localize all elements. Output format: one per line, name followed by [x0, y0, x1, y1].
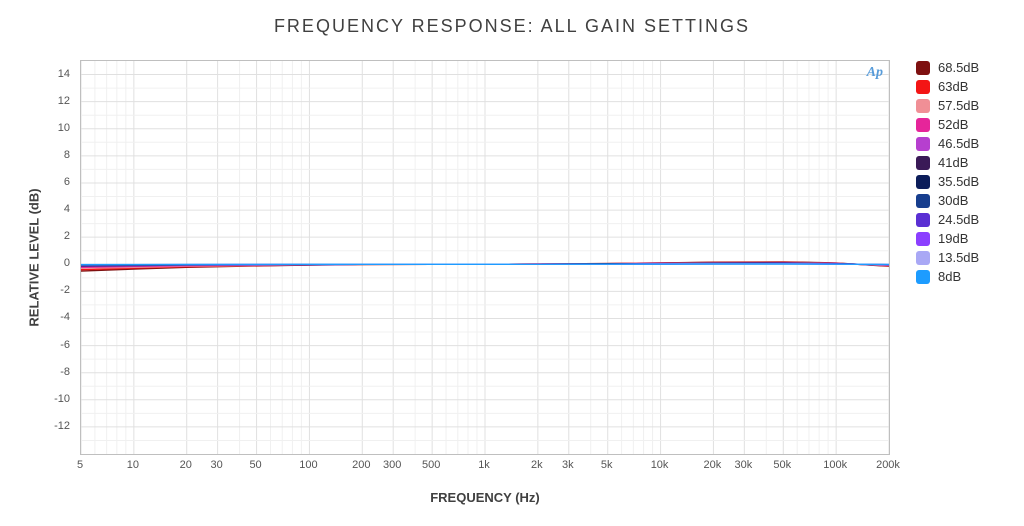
legend-swatch	[916, 213, 930, 227]
legend-swatch	[916, 156, 930, 170]
legend-label: 19dB	[938, 231, 968, 246]
y-axis-label: RELATIVE LEVEL (dB)	[27, 188, 42, 326]
y-axis-ticks: -12-10-8-6-4-202468101214	[52, 60, 76, 455]
y-tick-label: 10	[40, 122, 70, 134]
legend-item: 68.5dB	[916, 60, 1002, 75]
legend-label: 24.5dB	[938, 212, 979, 227]
legend-label: 52dB	[938, 117, 968, 132]
legend-label: 30dB	[938, 193, 968, 208]
y-tick-label: -10	[40, 393, 70, 405]
legend-swatch	[916, 118, 930, 132]
y-axis-label-container: RELATIVE LEVEL (dB)	[24, 60, 44, 455]
x-tick-label: 20	[180, 459, 192, 471]
legend-label: 13.5dB	[938, 250, 979, 265]
legend-swatch	[916, 251, 930, 265]
x-tick-label: 100k	[823, 459, 847, 471]
x-axis-ticks: 5 10 20 30 50 100 200 300 500 1k 2k 3k 5k 10k 20k 30k 50…	[80, 455, 890, 475]
legend-swatch	[916, 80, 930, 94]
y-tick-label: -12	[40, 420, 70, 432]
y-tick-label: -8	[40, 366, 70, 378]
legend-item: 35.5dB	[916, 174, 1002, 189]
legend-label: 63dB	[938, 79, 968, 94]
watermark: Ap	[867, 65, 883, 81]
series-line	[81, 264, 889, 265]
legend-label: 57.5dB	[938, 98, 979, 113]
x-tick-label: 2k	[531, 459, 543, 471]
legend-label: 68.5dB	[938, 60, 979, 75]
y-tick-label: 0	[40, 257, 70, 269]
y-tick-label: 8	[40, 149, 70, 161]
legend-item: 8dB	[916, 269, 1002, 284]
x-tick-label: 10	[127, 459, 139, 471]
y-tick-label: 4	[40, 203, 70, 215]
legend-swatch	[916, 270, 930, 284]
legend-swatch	[916, 137, 930, 151]
legend-swatch	[916, 232, 930, 246]
y-tick-label: 14	[40, 68, 70, 80]
legend-swatch	[916, 61, 930, 75]
y-tick-label: 2	[40, 230, 70, 242]
x-tick-label: 200k	[876, 459, 900, 471]
chart-title: FREQUENCY RESPONSE: ALL GAIN SETTINGS	[0, 16, 1024, 37]
y-tick-label: -2	[40, 284, 70, 296]
legend-item: 24.5dB	[916, 212, 1002, 227]
y-tick-label: -4	[40, 311, 70, 323]
legend-swatch	[916, 99, 930, 113]
x-tick-label: 10k	[651, 459, 669, 471]
x-tick-label: 100	[299, 459, 317, 471]
y-tick-label: 6	[40, 176, 70, 188]
legend-item: 41dB	[916, 155, 1002, 170]
legend-label: 35.5dB	[938, 174, 979, 189]
legend-item: 13.5dB	[916, 250, 1002, 265]
x-tick-label: 50	[249, 459, 261, 471]
x-tick-label: 50k	[773, 459, 791, 471]
legend-item: 63dB	[916, 79, 1002, 94]
x-tick-label: 5k	[601, 459, 613, 471]
plot-area: Ap	[80, 60, 890, 455]
y-tick-label: -6	[40, 339, 70, 351]
legend-swatch	[916, 194, 930, 208]
x-tick-label: 1k	[478, 459, 490, 471]
legend-item: 19dB	[916, 231, 1002, 246]
chart-svg	[81, 61, 889, 454]
legend-label: 8dB	[938, 269, 961, 284]
legend: 68.5dB 63dB 57.5dB 52dB 46.5dB 41dB 35.5dB 30dB…	[916, 60, 1002, 288]
legend-item: 46.5dB	[916, 136, 1002, 151]
x-tick-label: 20k	[704, 459, 722, 471]
legend-item: 57.5dB	[916, 98, 1002, 113]
x-tick-label: 5	[77, 459, 83, 471]
y-tick-label: 12	[40, 95, 70, 107]
x-tick-label: 300	[383, 459, 401, 471]
x-tick-label: 30k	[734, 459, 752, 471]
legend-swatch	[916, 175, 930, 189]
x-tick-label: 3k	[562, 459, 574, 471]
legend-label: 41dB	[938, 155, 968, 170]
legend-label: 46.5dB	[938, 136, 979, 151]
x-axis-label: FREQUENCY (Hz)	[80, 490, 890, 505]
x-tick-label: 500	[422, 459, 440, 471]
legend-item: 52dB	[916, 117, 1002, 132]
x-tick-label: 200	[352, 459, 370, 471]
x-tick-label: 30	[210, 459, 222, 471]
legend-item: 30dB	[916, 193, 1002, 208]
